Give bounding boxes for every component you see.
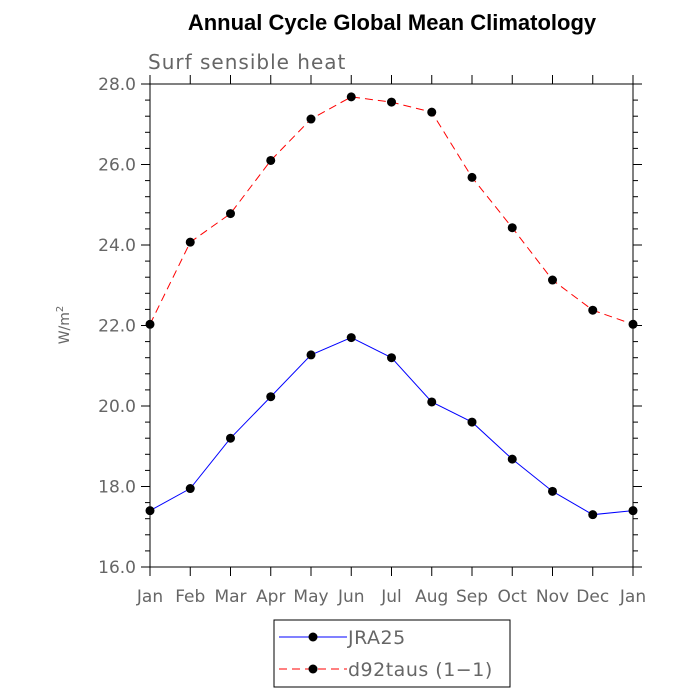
x-tick-label: Mar bbox=[214, 587, 246, 607]
legend-label-1: JRA25 bbox=[347, 627, 406, 649]
series-1-point bbox=[266, 392, 276, 402]
y-axis-label-superscript: 2 bbox=[55, 306, 66, 312]
x-tick-label: Nov bbox=[536, 587, 569, 607]
series-1-point bbox=[185, 484, 195, 494]
series-2-point bbox=[467, 172, 477, 182]
series-1-point bbox=[427, 397, 437, 407]
chart-title: Annual Cycle Global Mean Climatology bbox=[188, 10, 597, 35]
series-2-point bbox=[145, 319, 155, 329]
x-tick-label: Sep bbox=[456, 587, 488, 607]
x-tick-label: Apr bbox=[256, 587, 285, 607]
series-2-point bbox=[588, 305, 598, 315]
x-tick-label: Feb bbox=[175, 587, 205, 607]
y-tick-label: 26.0 bbox=[98, 156, 136, 176]
x-tick-label: Aug bbox=[415, 587, 448, 607]
series-1-point bbox=[226, 433, 235, 443]
series-2-point bbox=[185, 237, 195, 247]
series-2-point bbox=[266, 155, 276, 165]
x-tick-label: Oct bbox=[498, 587, 528, 607]
series-1-point bbox=[548, 486, 557, 496]
plot-frame bbox=[149, 83, 634, 568]
x-tick-label: Jun bbox=[337, 587, 365, 607]
legend-marker-2 bbox=[308, 664, 318, 674]
legend-box bbox=[273, 619, 511, 688]
series-1-point bbox=[306, 350, 316, 360]
series-line-1 bbox=[149, 337, 634, 516]
legend-label-2: d92taus (1−1) bbox=[348, 659, 493, 681]
series-1-point bbox=[145, 506, 155, 516]
series-1-point bbox=[628, 506, 638, 516]
series-2-point bbox=[226, 209, 235, 219]
series-1-point bbox=[346, 333, 356, 343]
series-1-point bbox=[588, 510, 598, 520]
legend: JRA25 d92taus (1−1) bbox=[273, 619, 511, 688]
axis-ticks: Jan Feb Mar Apr May Jun Jul Aug Sep Oct Nov Dec Jan1… bbox=[98, 75, 646, 607]
series-2-point bbox=[306, 114, 316, 124]
x-tick-label: Dec bbox=[576, 587, 609, 607]
x-tick-label: May bbox=[293, 587, 328, 607]
chart-subtitle: Surf sensible heat bbox=[148, 50, 346, 74]
series-layer bbox=[145, 92, 638, 520]
y-tick-label: 24.0 bbox=[98, 236, 136, 256]
series-2-point bbox=[346, 92, 356, 102]
y-axis-label-base: W/m bbox=[57, 312, 73, 344]
series-2-point bbox=[507, 223, 517, 233]
legend-marker-1 bbox=[308, 632, 318, 642]
series-2-point bbox=[427, 107, 437, 117]
x-tick-label: Jan bbox=[136, 587, 163, 607]
y-tick-label: 22.0 bbox=[98, 317, 136, 337]
series-2-point bbox=[628, 319, 638, 329]
series-2-point bbox=[387, 97, 396, 107]
series-1-point bbox=[387, 353, 396, 363]
series-1-point bbox=[467, 417, 477, 427]
y-axis-label: W/m2 bbox=[55, 306, 73, 345]
y-tick-label: 16.0 bbox=[98, 558, 136, 578]
x-tick-label: Jul bbox=[380, 587, 402, 607]
series-1-point bbox=[507, 454, 517, 464]
y-tick-label: 20.0 bbox=[98, 397, 136, 417]
x-tick-label: Jan bbox=[619, 587, 646, 607]
series-2-point bbox=[548, 275, 557, 285]
y-tick-label: 28.0 bbox=[98, 75, 136, 95]
y-tick-label: 18.0 bbox=[98, 478, 136, 498]
series-line-2 bbox=[149, 96, 634, 325]
